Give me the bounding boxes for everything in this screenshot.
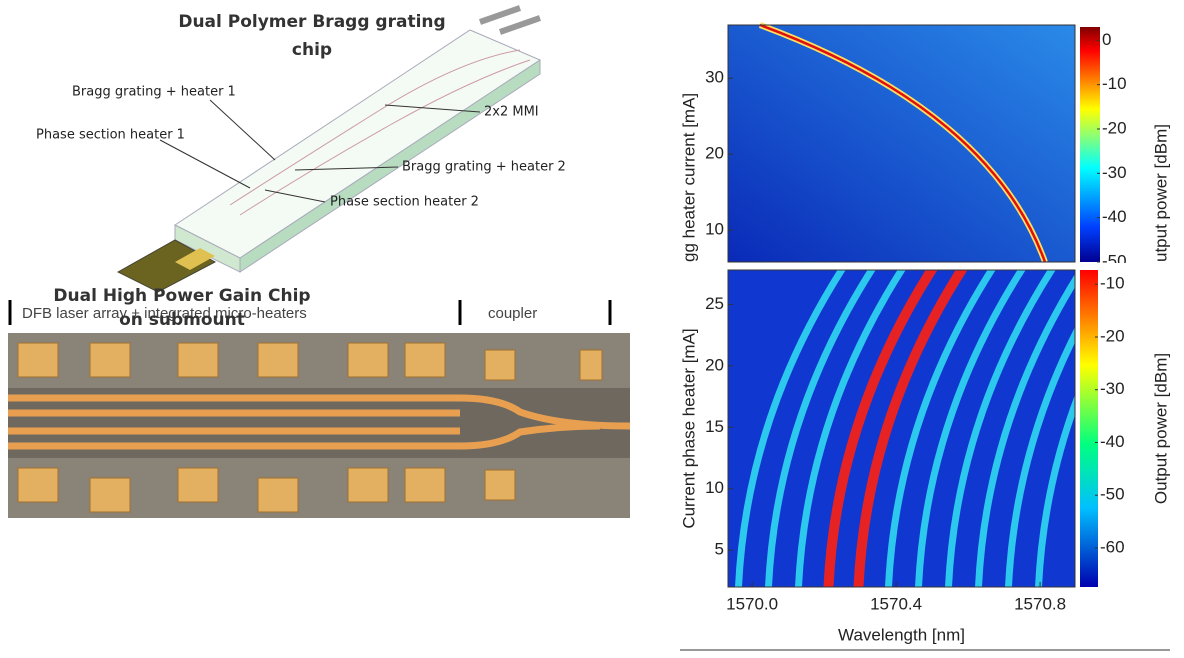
colorbar-tick-label: -50 [1102, 251, 1127, 270]
figure: Dual Polymer Bragg grating chip Bragg gr… [0, 0, 1184, 654]
colorbar-label: Output power [dBm] [1151, 353, 1170, 504]
y-tick-label: 10 [705, 478, 724, 497]
diagram-label: Bragg grating + heater 1 [72, 85, 236, 100]
heatmap-image [728, 25, 1075, 262]
diagram-label: 2x2 MMI [484, 105, 539, 120]
gain-chip-photo [8, 300, 630, 518]
colorbar-tick-label: -20 [1100, 326, 1125, 345]
colorbar-tick-label: -10 [1100, 274, 1125, 293]
colorbar-tick-label: -20 [1102, 118, 1127, 137]
diagram-label: Phase section heater 1 [36, 128, 185, 143]
x-tick-label: 1570.8 [1014, 594, 1066, 613]
colorbar-tick-label: 0 [1102, 30, 1111, 49]
photo-title: Dual High Power Gain Chip [53, 286, 310, 306]
x-tick-label: 1570.0 [726, 594, 778, 613]
photo-label: coupler [488, 305, 537, 322]
y-axis-label: Current phase heater [mA] [679, 328, 698, 528]
colorbar-label: utput power [dBm] [1151, 124, 1170, 262]
y-tick-label: 25 [705, 294, 724, 313]
colorbar [1080, 270, 1098, 587]
y-axis-label: gg heater current [mA] [679, 93, 698, 262]
colorbar-tick-label: -30 [1102, 163, 1127, 182]
y-tick-label: 20 [705, 355, 724, 374]
colorbar-tick-label: -50 [1100, 485, 1125, 504]
colorbar-tick-label: -30 [1100, 379, 1125, 398]
y-tick-label: 5 [715, 540, 724, 559]
photo-title: on submount [119, 310, 245, 330]
colorbar-tick-label: -60 [1100, 537, 1125, 556]
y-tick-label: 15 [705, 417, 724, 436]
y-tick-label: 20 [705, 144, 724, 163]
colorbar-tick-label: -40 [1100, 432, 1125, 451]
y-tick-label: 10 [705, 220, 724, 239]
diagram-title: Dual Polymer Bragg grating [178, 12, 445, 32]
colorbar-tick-label: -10 [1102, 74, 1127, 93]
diagram-label: Phase section heater 2 [330, 195, 479, 210]
colorbar-tick-label: -40 [1102, 207, 1127, 226]
colorbar [1080, 27, 1100, 262]
y-tick-label: 30 [705, 68, 724, 87]
diagram-title: chip [292, 40, 332, 60]
x-tick-label: 1570.4 [870, 594, 922, 613]
colorbar-ticks: 0 -10 -20 -30 -40 -50 [1097, 30, 1127, 271]
diagram-label: Bragg grating + heater 2 [402, 160, 566, 175]
x-axis-label: Wavelength [nm] [838, 625, 965, 644]
